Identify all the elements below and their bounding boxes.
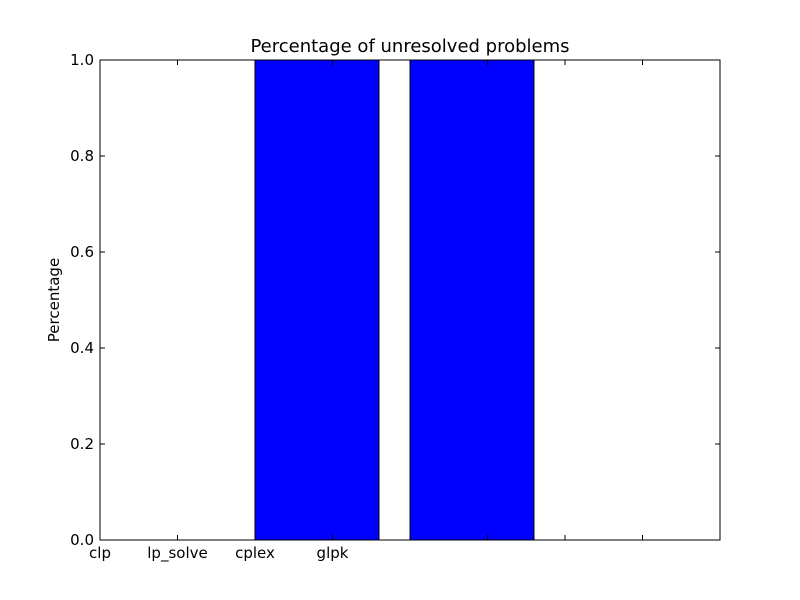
y-tick-label: 1.0 — [70, 51, 94, 69]
bar-2 — [409, 59, 535, 541]
y-tick-label: 0.4 — [70, 339, 94, 357]
y-axis-label: Percentage — [45, 258, 63, 342]
plot-area-frame — [99, 59, 721, 541]
chart-title: Percentage of unresolved problems — [250, 36, 569, 57]
x-tick-label: cplex — [235, 544, 275, 562]
bar-1 — [254, 59, 380, 541]
x-tick-label: glpk — [317, 544, 349, 562]
x-tick-label: clp — [89, 544, 111, 562]
y-tick-label: 0.6 — [70, 243, 94, 261]
y-tick-label: 0.8 — [70, 147, 94, 165]
x-tick-label: lp_solve — [147, 544, 207, 563]
tick-labels-group: clp lp_solve cplex glpk 0.0 0.2 0.4 0.6 0.8 1.0 — [70, 51, 349, 563]
y-tick-label: 0.0 — [70, 531, 94, 549]
y-tick-label: 0.2 — [70, 435, 94, 453]
